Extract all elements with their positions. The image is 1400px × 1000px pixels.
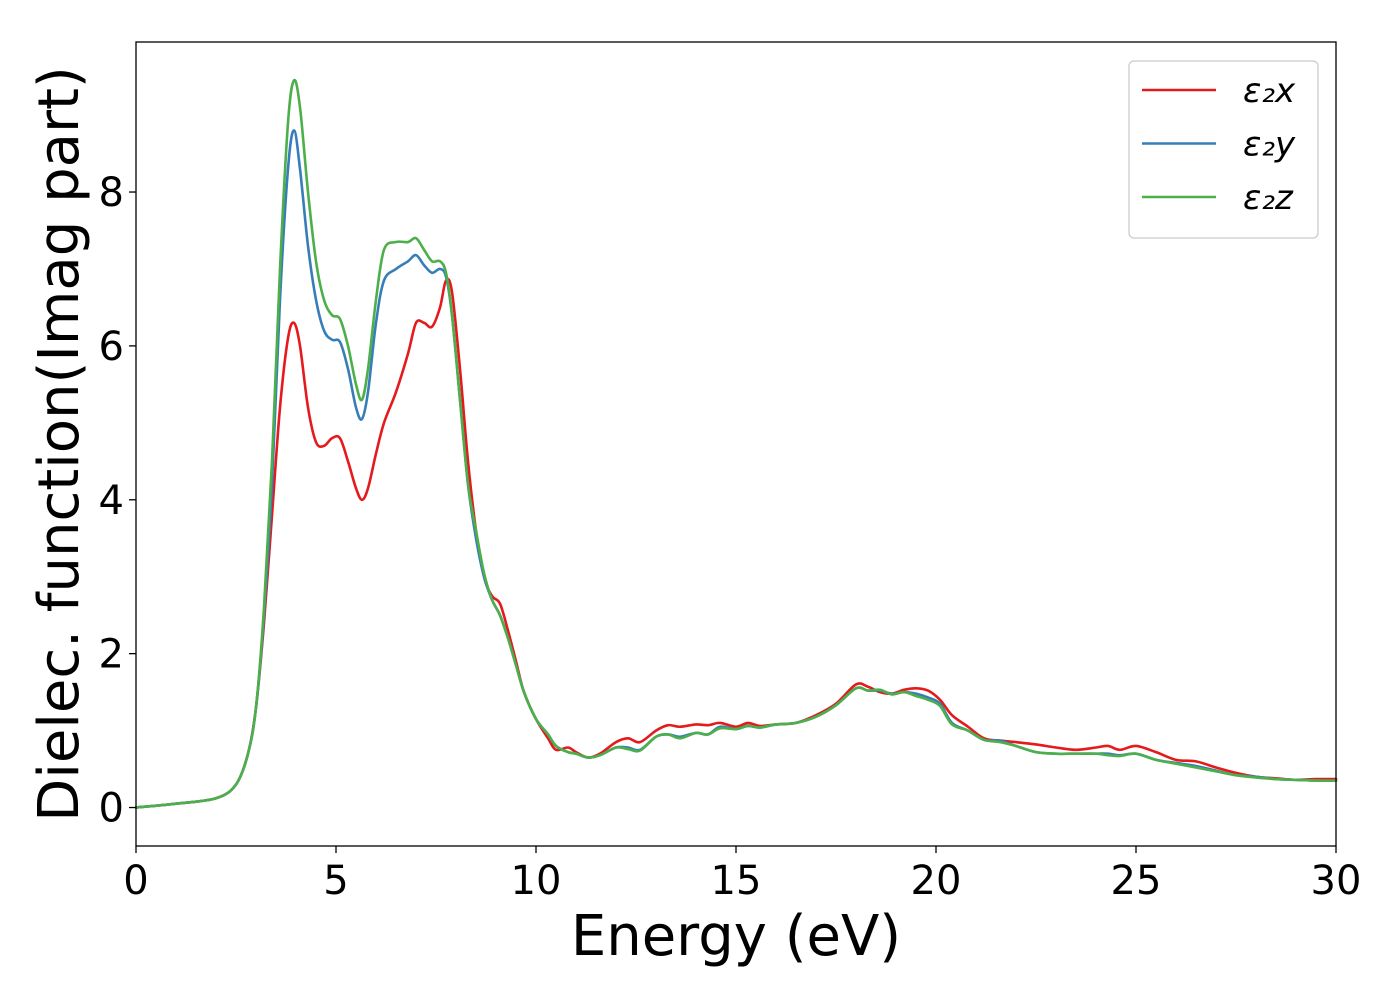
- y-tick-label: 8: [99, 170, 124, 216]
- y-axis-title: Dielec. function(Imag part): [27, 66, 92, 822]
- x-axis-ticks: 0 5 10 15 20 25 30: [123, 846, 1361, 904]
- series-layer: [134, 78, 1338, 809]
- legend-label: ε₂x: [1243, 71, 1296, 111]
- legend: ε₂x ε₂y ε₂z: [1128, 60, 1319, 239]
- x-tick-label: 5: [323, 858, 348, 904]
- y-axis-ticks: 0 2 4 6 8: [99, 170, 136, 832]
- x-axis-title: Energy (eV): [571, 904, 901, 969]
- x-tick-label: 0: [123, 858, 148, 904]
- legend-label: ε₂z: [1243, 178, 1294, 218]
- x-tick-label: 30: [1311, 858, 1362, 904]
- y-tick-label: 4: [99, 478, 124, 524]
- y-tick-label: 0: [99, 786, 124, 832]
- y-tick-label: 6: [99, 324, 124, 370]
- x-tick-label: 25: [1111, 858, 1162, 904]
- x-tick-label: 15: [711, 858, 762, 904]
- x-tick-label: 20: [911, 858, 962, 904]
- y-tick-label: 2: [99, 632, 124, 678]
- series-line-3: [134, 78, 1338, 809]
- legend-label: ε₂y: [1243, 125, 1296, 165]
- legend-box: [1128, 60, 1319, 239]
- x-tick-label: 10: [511, 858, 562, 904]
